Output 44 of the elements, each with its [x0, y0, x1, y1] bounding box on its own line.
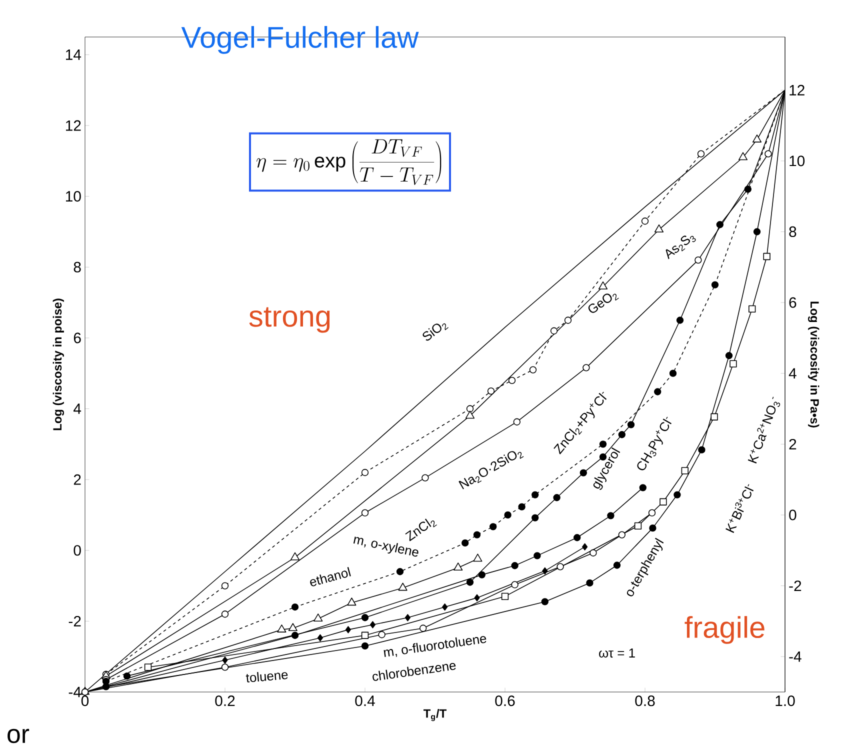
- y-tick-label: 12: [66, 120, 81, 131]
- annotation: $\eta = \eta_0 \exp\left(\frac{DT_{VF}}{T-T_{VF}}\right)$: [256, 139, 442, 185]
- x-tick-label: 0: [81, 696, 89, 706]
- annotation: Vogel-Fulcher law: [181, 26, 419, 54]
- annotation: K$^{+}$Ca$^{2+}$NO$_{3}$-: [748, 396, 780, 464]
- x-tick-label: 0.6: [495, 696, 515, 706]
- y2-tick-label: 2: [789, 438, 796, 450]
- y2-tick-label: 12: [790, 84, 804, 96]
- x-tick-label: 1.0: [776, 696, 795, 706]
- y-axis-title: Log (viscosity in poise): [52, 298, 64, 430]
- y2-tick-label: 4: [788, 368, 796, 378]
- y-tick-label: 0: [74, 545, 81, 556]
- y-tick-label: 10: [66, 191, 81, 202]
- annotation: SiO$_{2}$: [422, 323, 449, 341]
- y-tick-label: -4: [68, 686, 82, 698]
- y2-tick-label: -4: [789, 651, 802, 662]
- annotation: chlorobenzene: [372, 662, 456, 681]
- y2-tick-label: 10: [790, 156, 805, 166]
- annotation: As$_{2}$S$_{3}$: [666, 236, 696, 260]
- x-axis-title: T$_{g}$/T: [424, 708, 447, 722]
- annotation: toluene: [246, 672, 288, 682]
- y2-tick-label: -2: [789, 580, 802, 591]
- y2-tick-label: 8: [789, 226, 796, 238]
- annotation: GeO$_{2}$: [588, 294, 619, 313]
- y2-tick-label: 6: [789, 297, 796, 308]
- y-tick-label: -2: [68, 616, 81, 626]
- annotation: K$^{+}$Bi$^{3+}$Cl$^{-}$: [726, 484, 754, 533]
- annotation: fragile: [684, 616, 764, 644]
- annotation: m, o-fluorotoluene: [384, 636, 486, 658]
- x-tick-label: 0.8: [635, 696, 655, 706]
- y-tick-label: 4: [74, 404, 82, 414]
- x-tick-label: 0.2: [215, 696, 235, 706]
- text: or: [8, 728, 30, 744]
- x-tick-label: 0.4: [355, 696, 375, 706]
- y-tick-label: 6: [74, 332, 81, 344]
- annotation: CH$_{3}$Py$^{+}$Cl$^{-}$: [637, 416, 672, 470]
- annotation: ωτ = 1: [599, 648, 635, 658]
- y-tick-label: 2: [74, 474, 81, 485]
- y2-tick-label: 0: [789, 510, 796, 520]
- y-tick-label: 14: [66, 50, 82, 60]
- y-tick-label: 8: [74, 262, 81, 272]
- y2-axis-title: Log (viscosity in Pa•s): [808, 302, 820, 428]
- annotation: ethanol: [310, 567, 351, 586]
- annotation: strong: [249, 307, 330, 333]
